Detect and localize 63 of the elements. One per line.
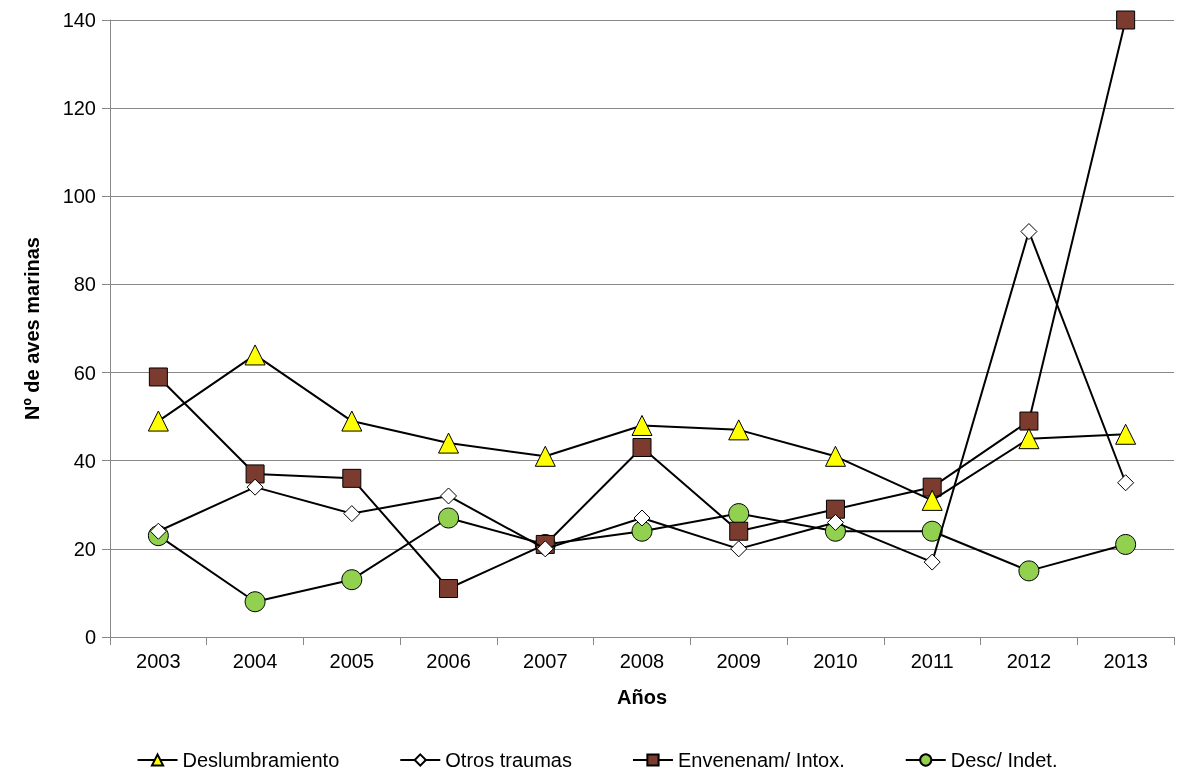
y-tick-label: 0 — [84, 626, 96, 648]
point — [921, 520, 943, 542]
point — [730, 540, 748, 558]
point — [825, 499, 845, 519]
x-tick-label: 2012 — [1006, 650, 1052, 672]
point — [245, 464, 265, 484]
y-tick-label: 60 — [73, 361, 96, 384]
point — [342, 468, 362, 488]
point — [824, 445, 846, 467]
y-tick-label: 140 — [62, 9, 96, 31]
point — [633, 509, 651, 527]
y-axis-title: Nº de aves marinas — [21, 237, 43, 420]
point — [1116, 10, 1136, 30]
point — [632, 437, 652, 457]
y-tick-label: 80 — [73, 273, 96, 296]
point — [244, 344, 266, 366]
legend-label: Otros traumas — [445, 749, 572, 771]
point — [534, 445, 556, 467]
y-tick-label: 20 — [73, 537, 96, 560]
point — [1018, 560, 1040, 582]
point — [149, 522, 167, 540]
x-tick-label: 2004 — [232, 650, 278, 672]
x-tick-label: 2009 — [716, 650, 761, 672]
point — [728, 419, 750, 441]
point — [631, 520, 653, 542]
x-tick-label: 2010 — [813, 650, 858, 672]
point — [1020, 223, 1038, 241]
point — [1018, 428, 1040, 450]
point — [440, 487, 458, 505]
point — [341, 569, 363, 591]
point — [923, 553, 941, 571]
x-tick-label: 2005 — [329, 650, 375, 672]
point — [1019, 411, 1039, 431]
point — [826, 513, 844, 531]
point — [244, 591, 266, 613]
point — [728, 503, 750, 525]
x-tick-label: 2008 — [619, 650, 665, 672]
point — [148, 367, 168, 387]
point — [921, 489, 943, 511]
y-tick-label: 120 — [62, 97, 96, 120]
point — [1115, 533, 1137, 555]
x-axis-title: Años — [617, 686, 667, 708]
point — [1115, 423, 1137, 445]
point — [439, 579, 459, 599]
y-tick-label: 40 — [73, 449, 96, 472]
legend-label: Desc/ Indet. — [950, 749, 1058, 771]
legend-label: Envenenam/ Intox. — [677, 749, 845, 771]
x-tick-label: 2006 — [426, 650, 471, 672]
point — [438, 432, 460, 454]
point — [438, 507, 460, 529]
point — [631, 414, 653, 436]
y-tick-label: 100 — [62, 185, 96, 208]
x-tick-label: 2003 — [136, 650, 181, 672]
legend-label: Deslumbramiento — [182, 749, 340, 771]
point — [341, 410, 363, 432]
x-tick-label: 2011 — [910, 650, 954, 672]
point — [536, 540, 554, 558]
point — [343, 505, 361, 523]
point — [729, 521, 749, 541]
point — [147, 410, 169, 432]
point — [246, 478, 264, 496]
x-tick-label: 2007 — [523, 650, 568, 672]
x-tick-label: 2013 — [1103, 650, 1148, 672]
